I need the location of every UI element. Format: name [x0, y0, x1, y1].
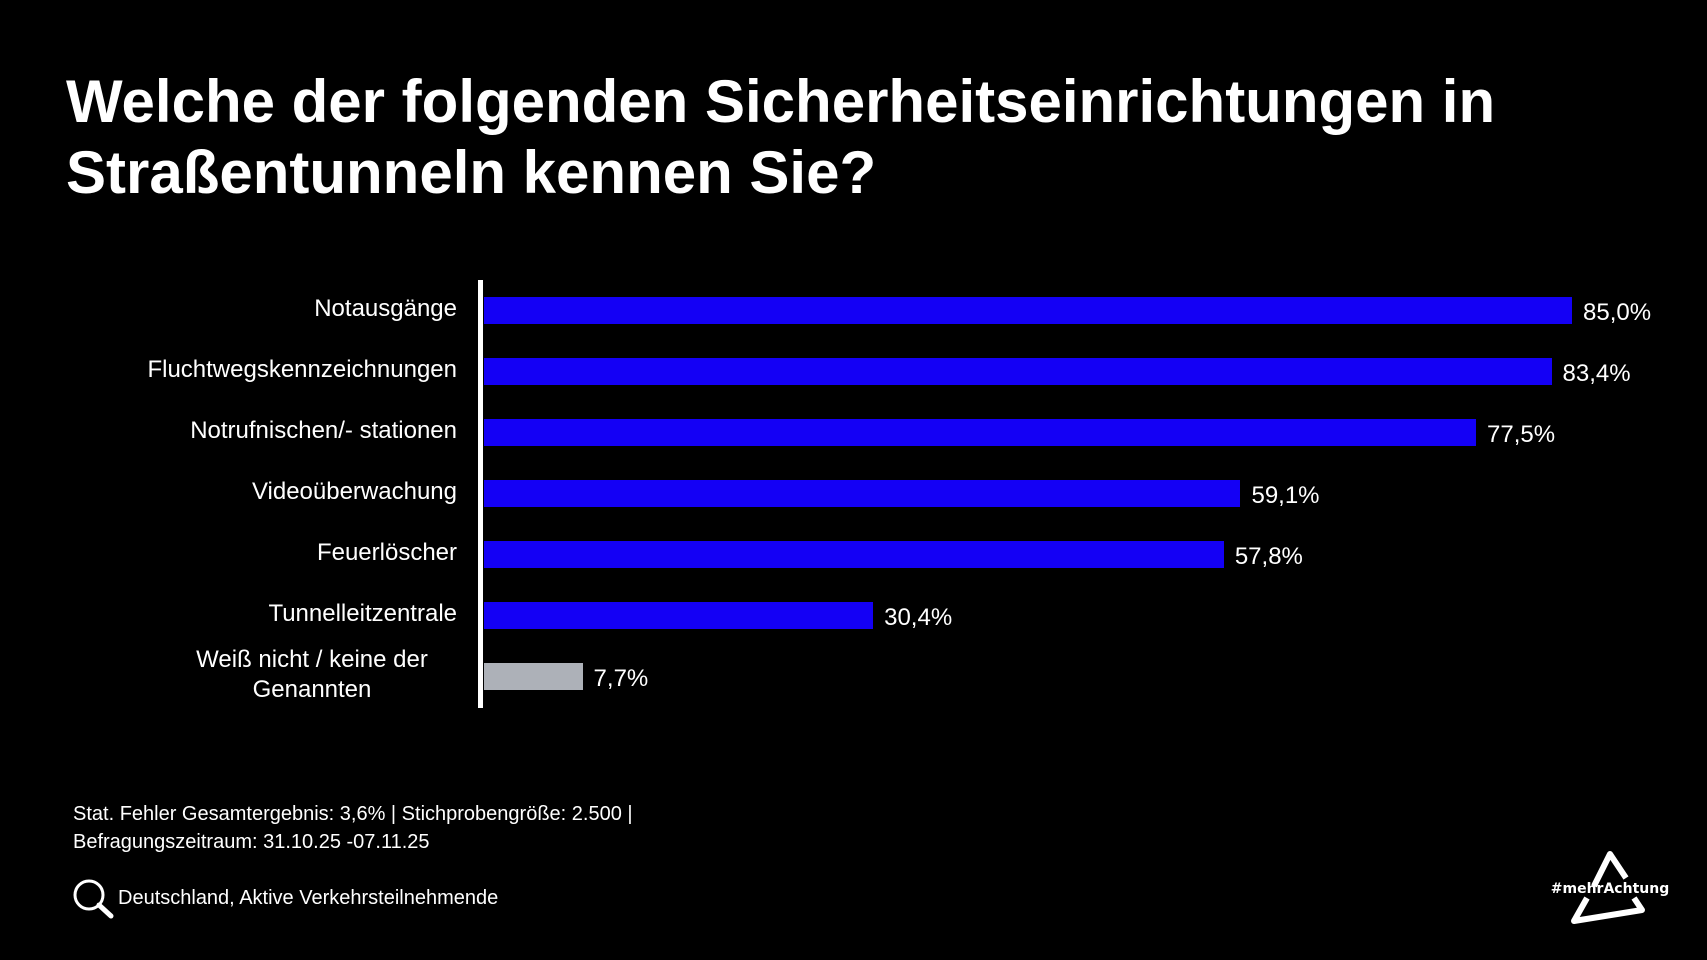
footer-period: Befragungszeitraum: 31.10.25 -07.11.25	[73, 831, 430, 853]
bar	[484, 419, 1476, 446]
bar	[484, 358, 1552, 385]
category-label: Fluchtwegskennzeichnungen	[147, 356, 457, 383]
value-label: 57,8%	[1234, 543, 1303, 570]
search-icon	[73, 879, 114, 919]
category-label: Feuerlöscher	[316, 539, 457, 566]
category-label: Tunnelleitzentrale	[268, 600, 457, 627]
chart-title: Welche der folgenden Sicherheitseinricht…	[66, 68, 1496, 206]
bar	[484, 602, 874, 629]
category-label: Weiß nicht / keine der Genannten	[196, 646, 428, 703]
bar	[484, 663, 583, 690]
value-label: 83,4%	[1562, 360, 1631, 387]
value-label: 77,5%	[1487, 421, 1556, 448]
footer-population: Deutschland, Aktive Verkehrsteilnehmende	[118, 887, 499, 909]
bar	[484, 297, 1572, 324]
y-axis-line	[478, 280, 483, 708]
logo-text: #mehrAchtung	[1551, 881, 1669, 897]
value-label: 30,4%	[884, 604, 953, 631]
bar	[484, 541, 1224, 568]
category-label: Videoüberwachung	[251, 478, 457, 505]
value-label: 85,0%	[1583, 299, 1652, 326]
category-label: Notrufnischen/- stationen	[190, 417, 457, 444]
value-label: 59,1%	[1251, 482, 1320, 509]
triangle-logo-icon: #mehrAchtung	[1551, 851, 1669, 924]
footer-stats: Stat. Fehler Gesamtergebnis: 3,6% | Stic…	[73, 803, 633, 825]
value-label: 7,7%	[593, 665, 649, 692]
bar	[484, 480, 1241, 507]
mehr-achtung-logo: #mehrAchtung	[1550, 848, 1670, 928]
category-label: Notausgänge	[314, 295, 457, 322]
